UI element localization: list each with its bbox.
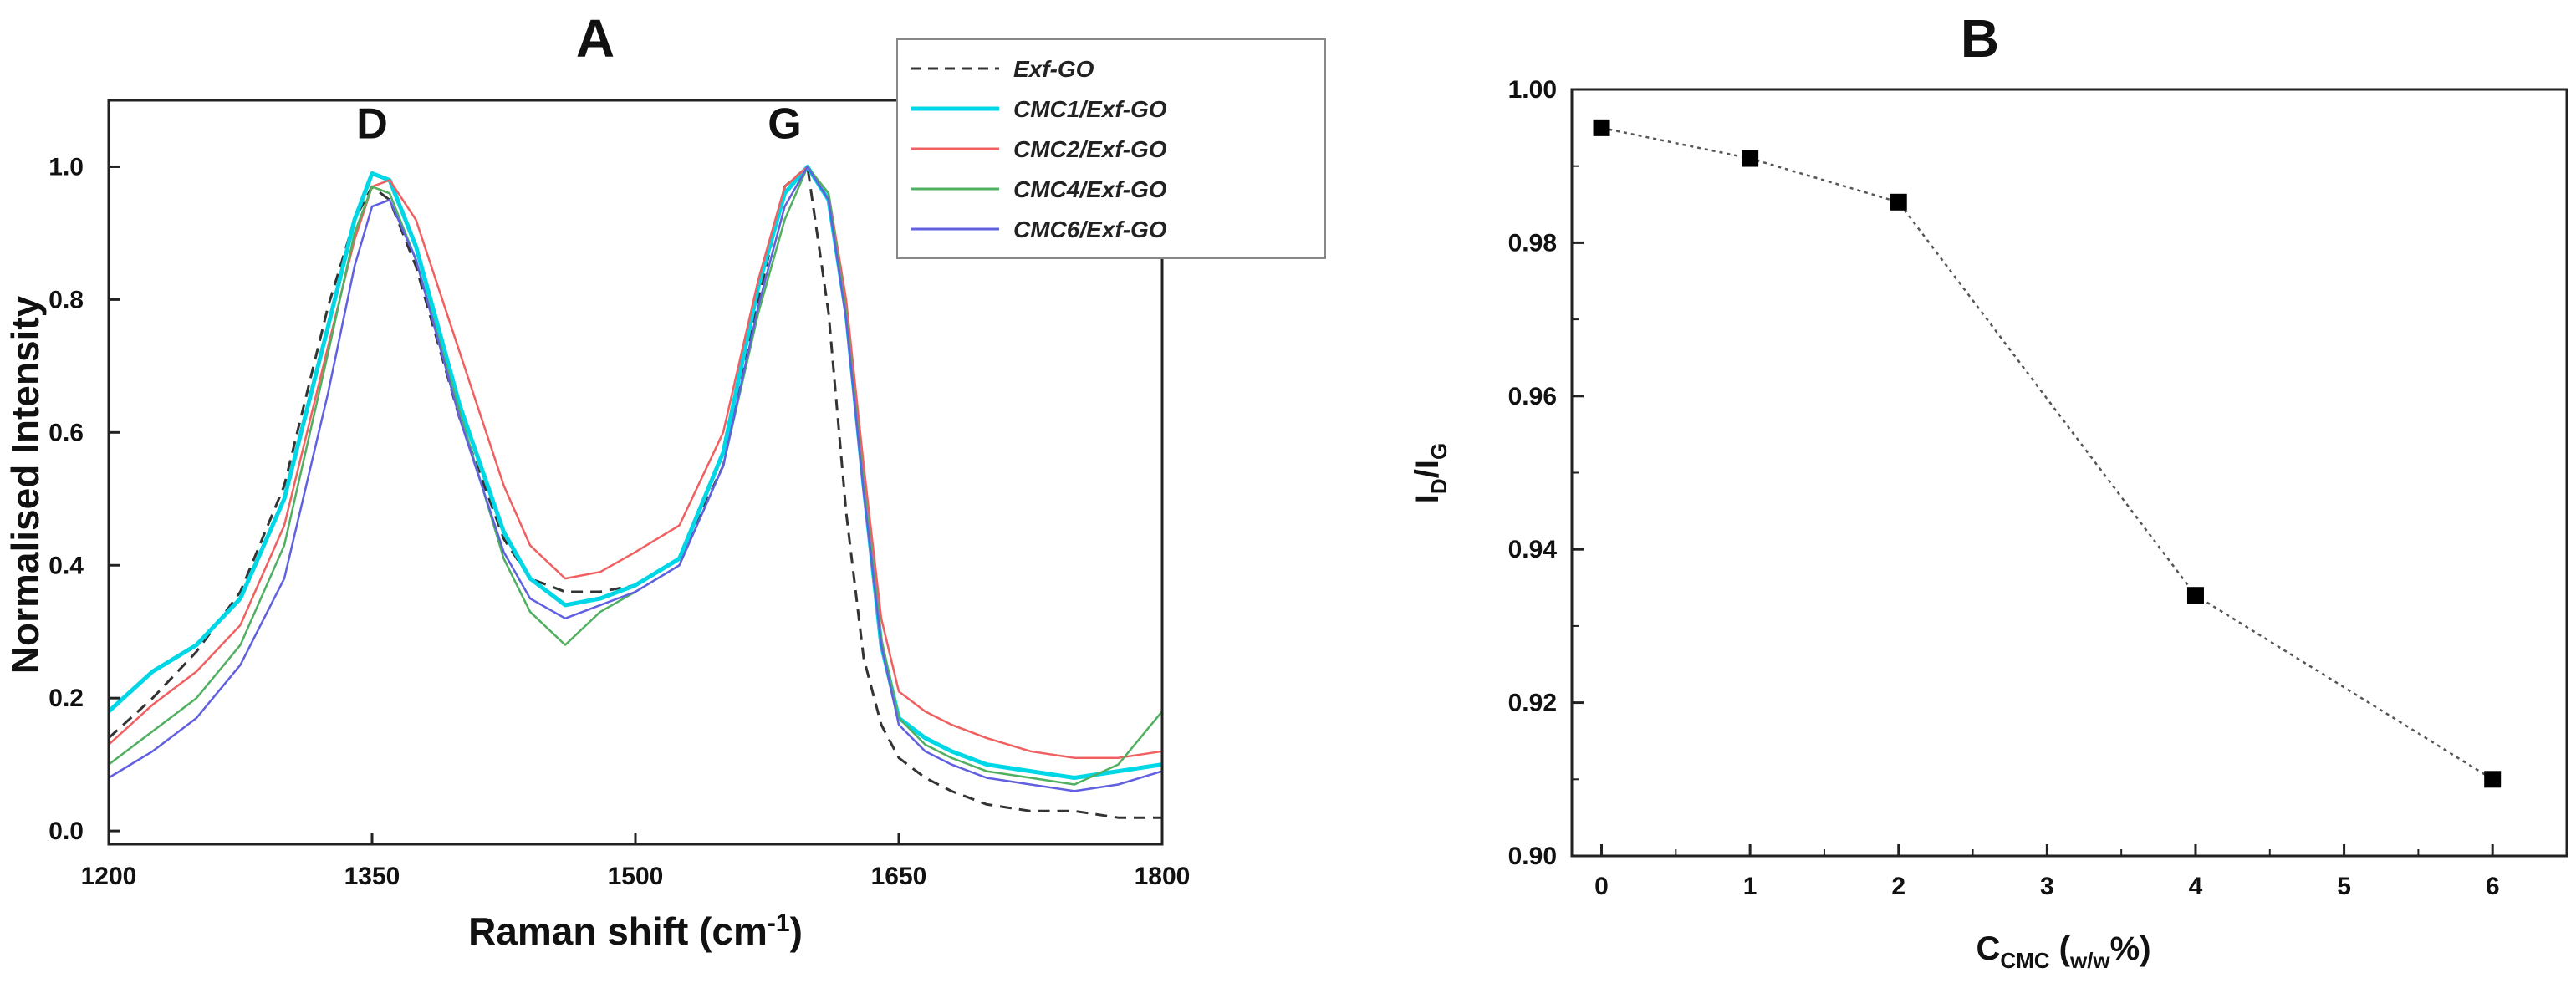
panel-a-x-tick-label: 1500 [608, 863, 664, 890]
panel-a-peak-label-g: G [768, 100, 801, 149]
panel-a-y-axis-title: Normalised Intensity [3, 295, 47, 674]
panel-b-x-tick-label: 3 [2040, 873, 2054, 900]
panel-a-y-tick-label: 0.2 [48, 685, 84, 712]
panel-a-legend-label-4: CMC4/Exf-GO [1013, 176, 1167, 202]
panel-b-y-tick-label: 0.98 [1508, 229, 1557, 257]
panel-b-y-tick-label: 0.96 [1508, 383, 1557, 410]
panel-b-letter: B [1961, 8, 1999, 69]
panel-b-marks [1593, 119, 2502, 788]
panel-b-data-point [1593, 119, 1610, 136]
panel-b-y-ticks: 0.90 0.92 0.94 0.96 0.98 1.00 [1508, 76, 1584, 870]
panel-b-x-tick-label: 5 [2337, 873, 2351, 900]
panel-b-data-point [2484, 771, 2502, 788]
panel-b-x-tick-label: 2 [1891, 873, 1905, 900]
panel-a-y-tick-label: 0.0 [48, 817, 84, 845]
panel-a-x-tick-label: 1200 [81, 863, 137, 890]
panel-b-data-point [1742, 150, 1759, 167]
panel-b-data-point [2186, 587, 2204, 604]
panel-a-legend-label-3: CMC2/Exf-GO [1013, 136, 1167, 162]
panel-b-connector-line [1601, 126, 2493, 781]
panel-a-y-tick-label: 0.8 [48, 286, 84, 313]
panel-a-legend-label-1: Exf-GO [1013, 56, 1094, 82]
panel-b-x-tick-label: 4 [2189, 873, 2203, 900]
panel-a-legend-label-2: CMC1/Exf-GO [1013, 96, 1167, 122]
panel-a-x-axis-title: Raman shift (cm-1) [468, 909, 803, 953]
panel-a-series-group [107, 165, 1163, 819]
panel-b: B 0 1 2 3 4 5 6 0.90 0.92 0.94 0.96 0.98 1.00 CCMC … [1409, 8, 2568, 973]
panel-a-y-tick-label: 0.6 [48, 419, 84, 446]
panel-a-x-tick-label: 1800 [1135, 863, 1191, 890]
panel-b-x-axis-title: CCMC (w/w%) [1976, 930, 2150, 973]
panel-a-series-line-2 [107, 165, 1163, 780]
panel-b-plot-frame [1570, 88, 2568, 858]
panel-a-x-tick-label: 1350 [344, 863, 400, 890]
panel-b-x-tick-label: 6 [2486, 873, 2500, 900]
panel-b-y-tick-label: 0.90 [1508, 843, 1557, 870]
panel-b-y-tick-label: 0.92 [1508, 690, 1557, 717]
panel-a-letter: A [576, 8, 615, 69]
panel-a-legend-label-5: CMC6/Exf-GO [1013, 216, 1167, 242]
panel-b-x-tick-label: 0 [1594, 873, 1609, 900]
panel-b-y-tick-label: 1.00 [1508, 76, 1557, 104]
panel-a-x-tick-label: 1650 [871, 863, 927, 890]
panel-b-x-ticks: 0 1 2 3 4 5 6 [1594, 844, 2500, 900]
panel-a-series-line-4 [108, 166, 1163, 786]
panel-a-x-ticks: 1200 1350 1500 1650 1800 [81, 833, 1191, 890]
panel-a-y-ticks: 0.0 0.2 0.4 0.6 0.8 1.0 [48, 153, 120, 845]
panel-a-peak-label-d: D [356, 100, 388, 149]
panel-b-x-tick-label: 1 [1743, 873, 1757, 900]
panel-a-y-tick-label: 0.4 [48, 552, 84, 579]
panel-b-y-axis-title: ID/IG [1409, 443, 1451, 503]
panel-a-series-line-1 [107, 166, 1162, 819]
panel-a-series-line-5 [108, 166, 1163, 792]
panel-a-y-tick-label: 1.0 [48, 153, 84, 181]
panel-b-data-point [1890, 193, 1907, 211]
panel-a-legend: Exf-GO CMC1/Exf-GO CMC2/Exf-GO CMC4/Exf-GO C… [896, 38, 1326, 259]
panel-b-y-tick-label: 0.94 [1508, 536, 1558, 563]
